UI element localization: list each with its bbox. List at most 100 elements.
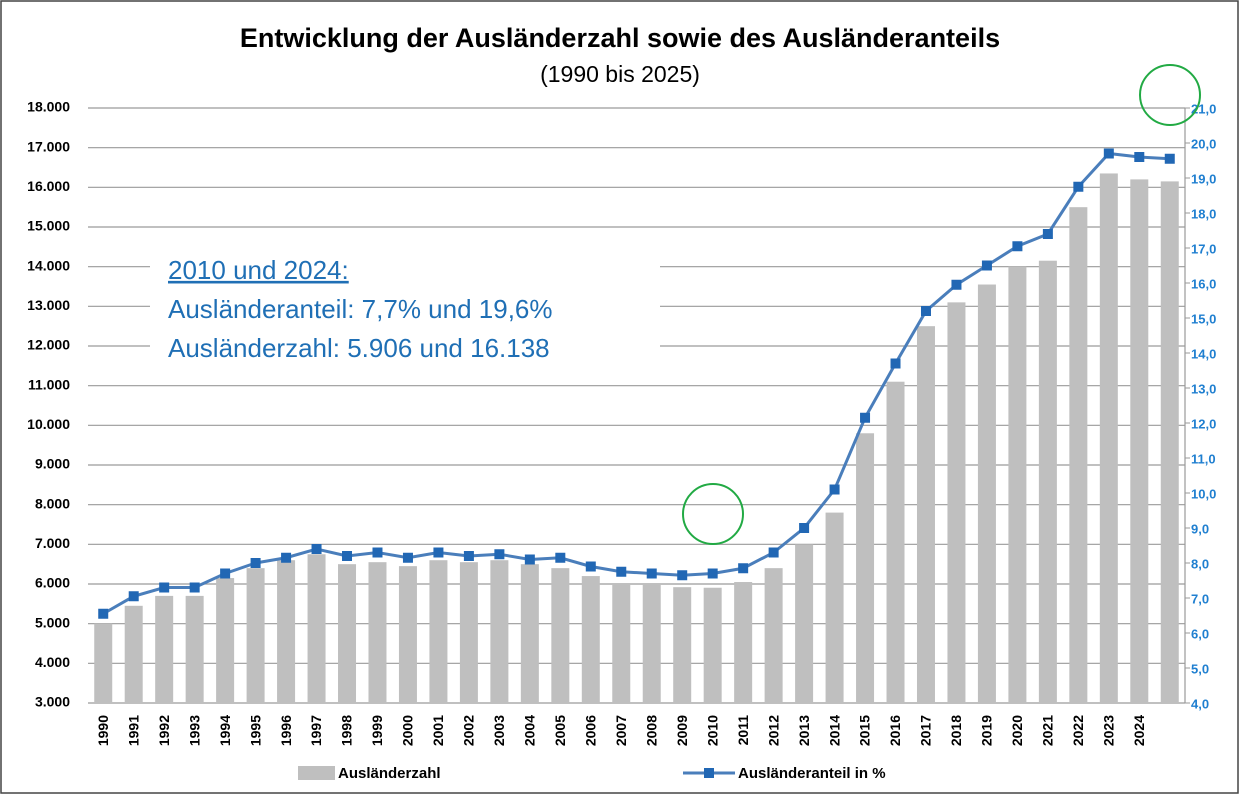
bar xyxy=(368,562,387,703)
bar xyxy=(764,568,783,703)
bar xyxy=(703,587,722,703)
x-tick-label: 1993 xyxy=(186,715,202,746)
bar xyxy=(734,582,753,703)
x-tick-label: 1995 xyxy=(247,715,263,746)
bar xyxy=(916,326,935,703)
marker xyxy=(524,554,535,565)
marker xyxy=(1164,153,1175,164)
y2-tick-label: 6,0 xyxy=(1191,626,1209,641)
annotation: 2010 und 2024: xyxy=(168,255,349,285)
x-tick-label: 2015 xyxy=(857,715,873,746)
x-tick-label: 2011 xyxy=(735,715,751,746)
x-tick-label: 2020 xyxy=(1009,715,1025,746)
marker xyxy=(1103,148,1114,159)
marker xyxy=(311,544,322,554)
marker xyxy=(768,547,779,558)
line xyxy=(102,151,1170,616)
x-tick-label: 2013 xyxy=(796,715,812,746)
x-tick-label: 1990 xyxy=(95,715,111,746)
x-tick-label: 2012 xyxy=(765,715,781,746)
bar xyxy=(1069,207,1088,703)
bar xyxy=(612,584,631,703)
x-tick-label: 1996 xyxy=(278,715,294,746)
x-tick-label: 2007 xyxy=(613,715,629,746)
y2-tick-label: 5,0 xyxy=(1191,661,1209,676)
bar xyxy=(1008,266,1027,703)
bar xyxy=(490,560,509,703)
y-tick-label: 3.000 xyxy=(35,694,70,710)
marker xyxy=(1042,229,1053,239)
legend-marker xyxy=(704,768,714,778)
x-tick-label: 1998 xyxy=(339,715,355,746)
bar xyxy=(642,584,661,703)
y-tick-label: 10.000 xyxy=(27,416,70,432)
y2-tick-label: 18,0 xyxy=(1191,206,1216,221)
chart-subtitle: (1990 bis 2025) xyxy=(540,61,700,87)
bar xyxy=(977,284,996,703)
annotation-background xyxy=(150,250,660,368)
x-tick-label: 2008 xyxy=(643,715,659,746)
marker xyxy=(1073,181,1084,192)
x-tick-label: 1991 xyxy=(125,715,141,746)
bar xyxy=(673,587,692,703)
bar xyxy=(459,562,478,703)
marker xyxy=(799,523,810,533)
x-tick-label: 2021 xyxy=(1040,715,1056,746)
y2-tick-label: 10,0 xyxy=(1191,486,1216,501)
y2-tick-label: 7,0 xyxy=(1191,591,1209,606)
y-tick-label: 15.000 xyxy=(27,218,70,234)
marker xyxy=(189,582,200,593)
y-tick-label: 6.000 xyxy=(35,575,70,591)
chart-title: Entwicklung der Ausländerzahl sowie des … xyxy=(240,23,1000,53)
x-tick-label: 2006 xyxy=(582,715,598,746)
y2-tick-label: 21,0 xyxy=(1191,101,1216,116)
marker xyxy=(159,582,170,593)
bar xyxy=(856,433,875,703)
x-tick-label: 2016 xyxy=(887,715,903,746)
y2-tick-label: 20,0 xyxy=(1191,136,1216,151)
bar xyxy=(1160,181,1179,704)
marker xyxy=(128,591,139,602)
bar xyxy=(429,560,448,703)
x-tick-label: 2017 xyxy=(918,715,934,746)
marker xyxy=(494,549,505,560)
bar xyxy=(581,576,600,703)
marker xyxy=(463,551,474,561)
highlight-circle xyxy=(1139,64,1201,126)
bar xyxy=(398,566,417,703)
y2-tick-label: 9,0 xyxy=(1191,521,1209,536)
marker xyxy=(281,552,292,563)
bar xyxy=(155,595,174,703)
y2-tick-label: 13,0 xyxy=(1191,381,1216,396)
y2-tick-label: 4,0 xyxy=(1191,696,1209,711)
y-tick-label: 11.000 xyxy=(28,376,70,392)
bar xyxy=(216,578,235,703)
marker xyxy=(829,484,840,495)
marker xyxy=(342,551,353,561)
y-tick-label: 16.000 xyxy=(27,178,70,194)
annotation: Ausländeranteil: 7,7% und 19,6% xyxy=(168,294,553,324)
annotation: Ausländerzahl: 5.906 und 16.138 xyxy=(168,333,550,363)
bar xyxy=(551,568,570,703)
bar xyxy=(886,381,905,703)
x-tick-label: 2004 xyxy=(522,715,538,746)
marker xyxy=(920,306,931,316)
bar xyxy=(124,605,143,703)
y2-tick-label: 12,0 xyxy=(1191,416,1216,431)
marker xyxy=(677,570,688,581)
x-tick-label: 2024 xyxy=(1131,715,1147,746)
marker xyxy=(951,279,962,290)
x-tick-label: 2002 xyxy=(461,715,477,746)
y-tick-label: 13.000 xyxy=(27,297,70,313)
y-tick-label: 8.000 xyxy=(35,495,70,511)
y-tick-label: 14.000 xyxy=(27,257,70,273)
marker xyxy=(585,561,596,572)
bar xyxy=(338,564,357,703)
y2-tick-label: 15,0 xyxy=(1191,311,1216,326)
highlight-circle xyxy=(682,483,744,545)
marker xyxy=(981,260,992,271)
x-tick-label: 2005 xyxy=(552,715,568,746)
marker xyxy=(1134,152,1145,162)
bar xyxy=(1130,179,1149,703)
